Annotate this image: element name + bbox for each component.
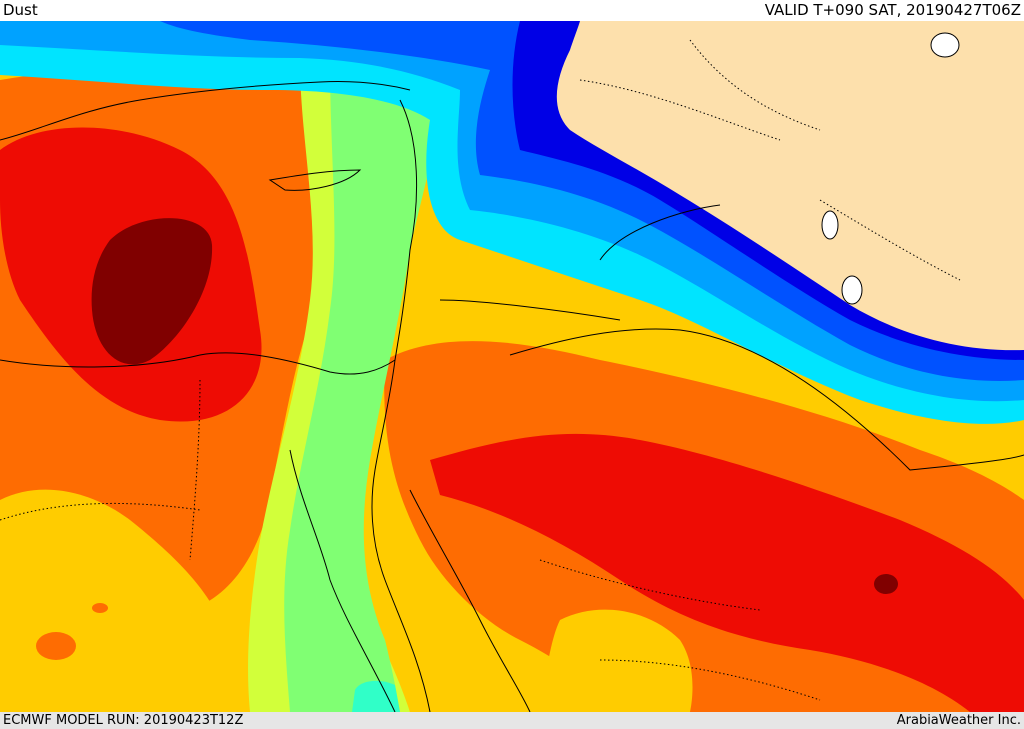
dust-contour-yellow-south <box>540 609 693 712</box>
dust-contour-green-corridor <box>284 58 440 712</box>
dust-contour-orange-small <box>92 603 108 613</box>
border-syria-iraq <box>599 204 721 261</box>
coastline-egypt-north <box>0 352 396 375</box>
field-title: Dust <box>3 1 38 19</box>
header-bar: Dust VALID T+090 SAT, 20190427T06Z <box>0 0 1024 21</box>
credit-label: ArabiaWeather Inc. <box>896 713 1021 728</box>
dust-contour-orange-blob <box>36 632 76 660</box>
coastline-red-sea-east <box>409 489 531 712</box>
coastlines-and-borders <box>0 81 1024 712</box>
border-jordan-saudi <box>439 299 621 321</box>
dust-contour-red-east <box>430 433 1024 712</box>
coastline-levant <box>371 99 431 712</box>
internal-borders <box>0 39 961 701</box>
coastline-red-sea-west <box>289 449 396 712</box>
coastline-turkey <box>0 81 411 141</box>
valid-time-label: VALID T+090 SAT, 20190427T06Z <box>764 1 1021 19</box>
dust-contour-aquamarine-pocket <box>352 680 400 712</box>
inland-waters <box>821 32 960 305</box>
coastline-cyprus <box>268 169 362 191</box>
dust-contour-darkred-spot <box>874 574 898 594</box>
footer-bar: ECMWF MODEL RUN: 20190423T12Z ArabiaWeat… <box>0 712 1024 729</box>
dust-forecast-map[interactable] <box>0 21 1024 712</box>
model-run-label: ECMWF MODEL RUN: 20190423T12Z <box>3 713 244 728</box>
border-saudi-iraq <box>509 328 1024 471</box>
dust-contour-darkred-core <box>91 218 213 365</box>
